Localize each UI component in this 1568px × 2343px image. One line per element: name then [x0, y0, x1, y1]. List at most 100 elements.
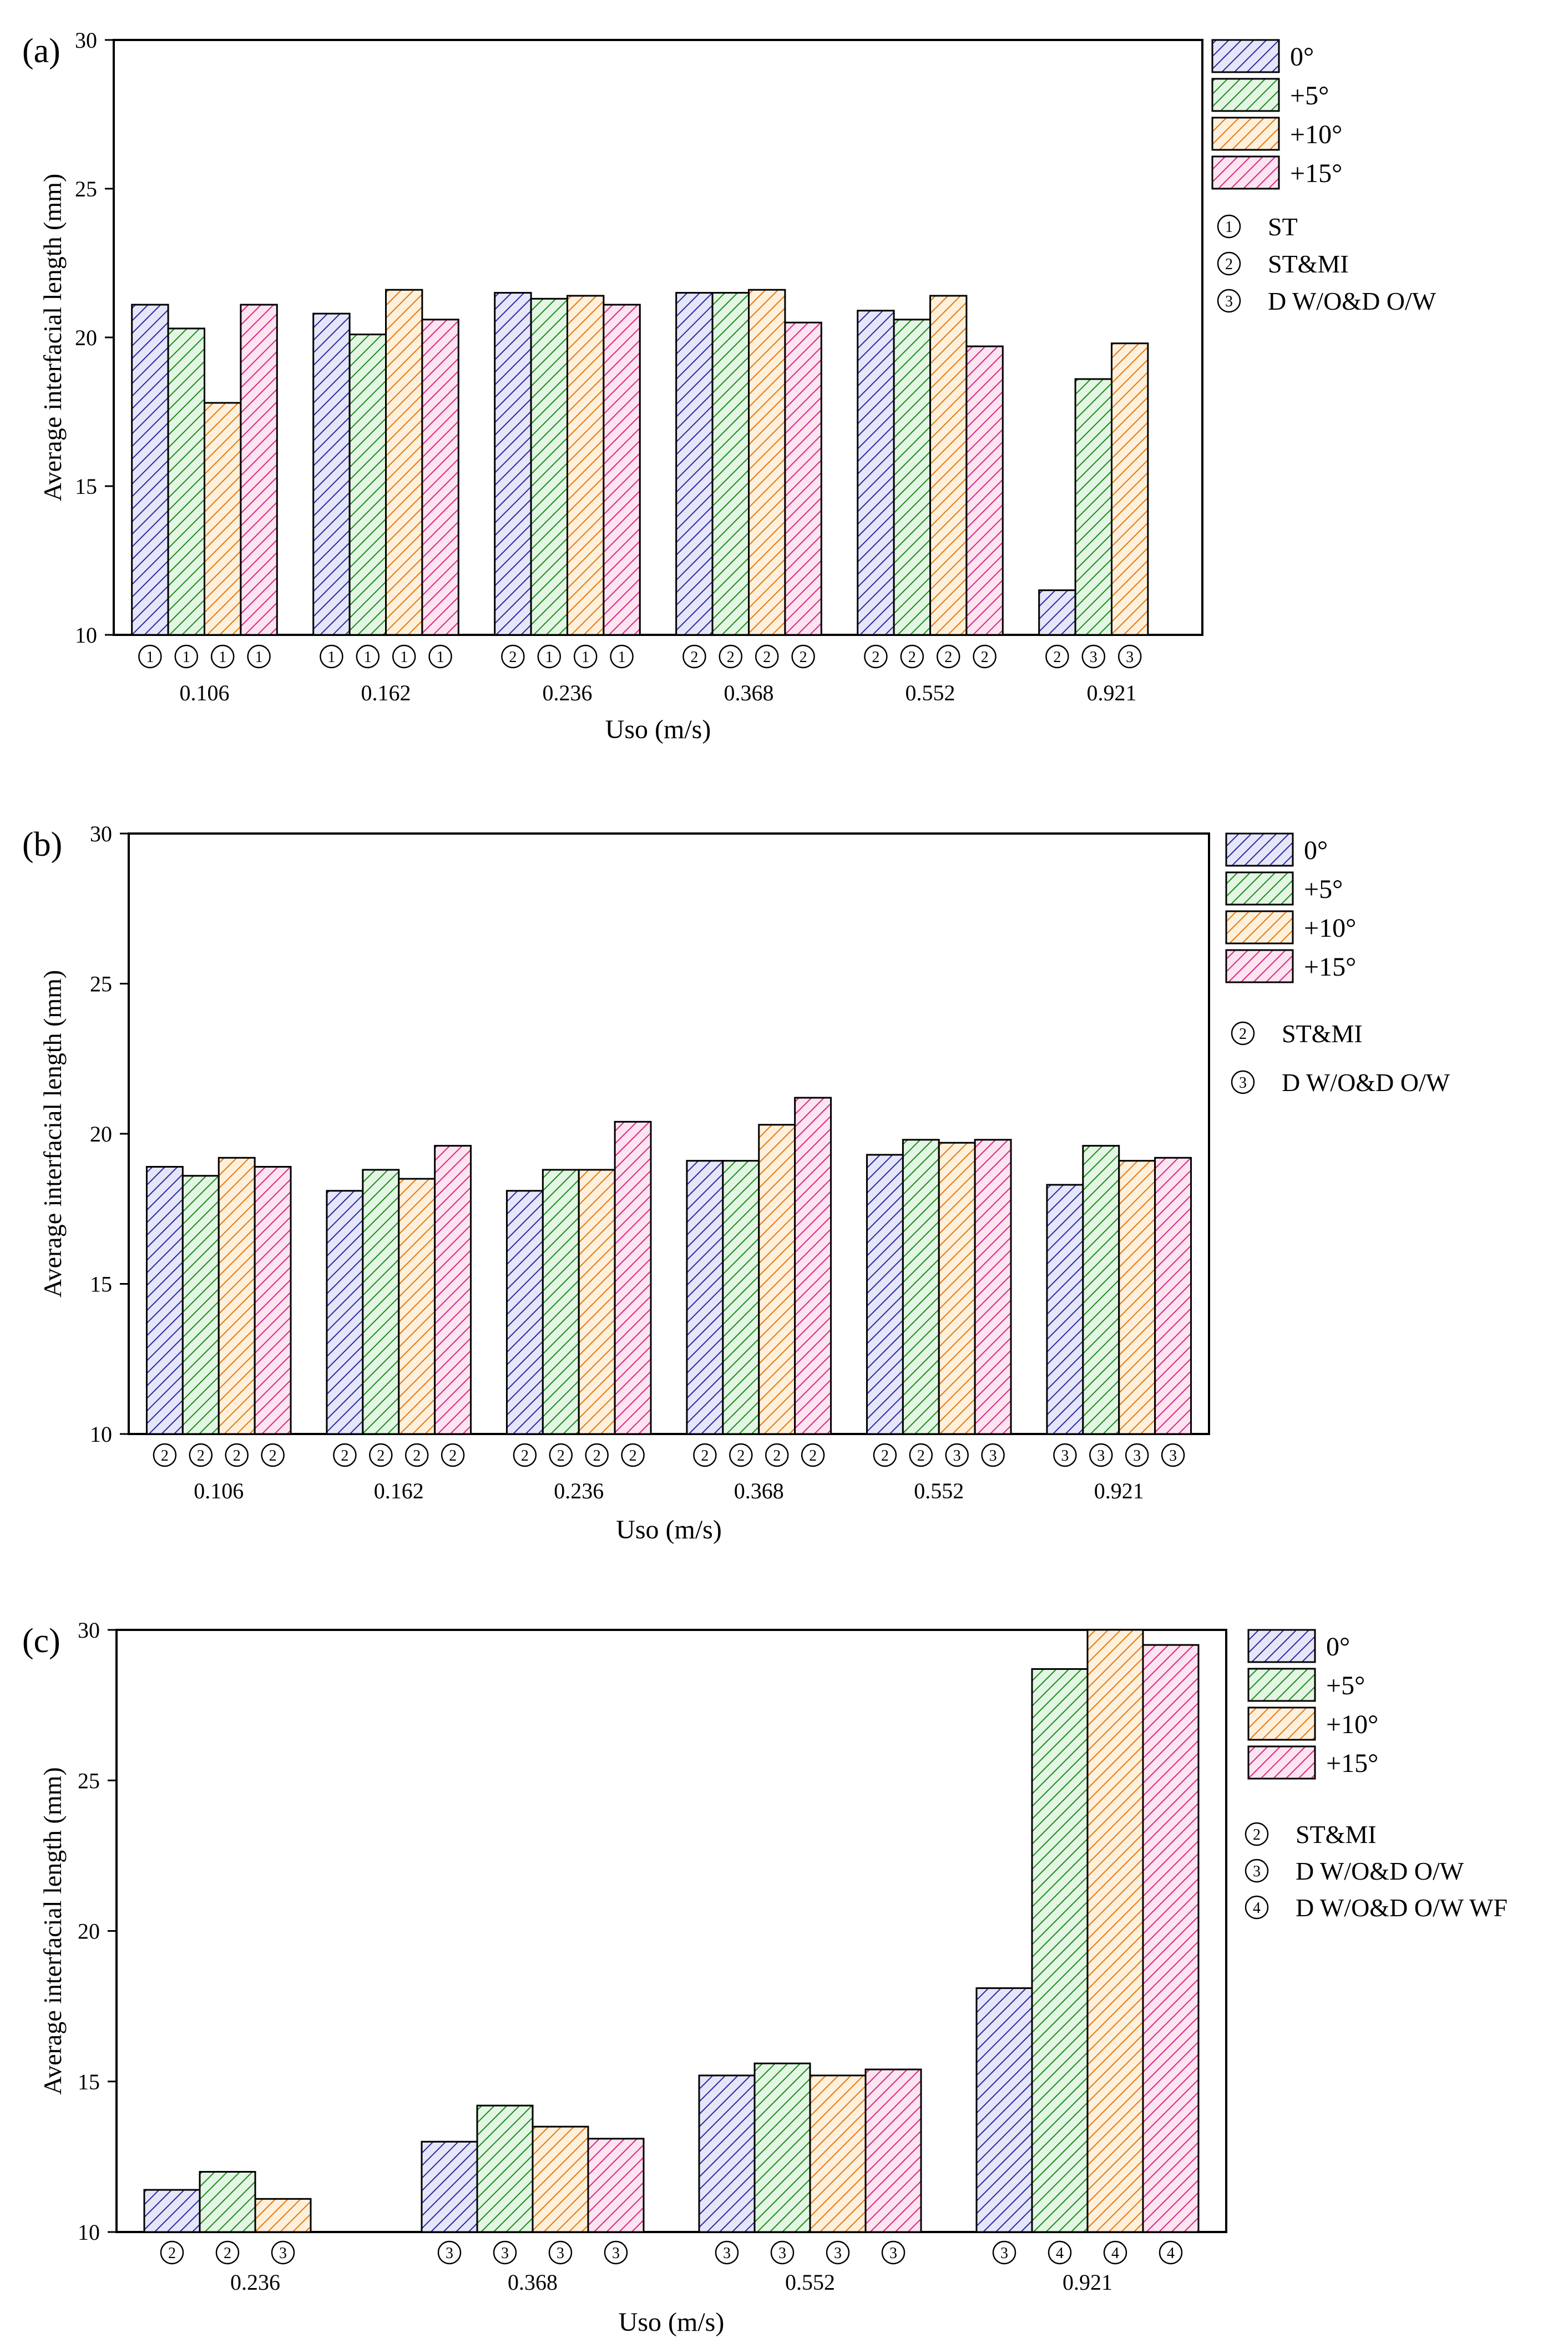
bar-3: [1142, 1644, 1200, 2233]
flow-pattern-digit: 1: [219, 649, 226, 666]
flow-pattern-digit: 1: [581, 649, 589, 666]
pattern-key-label: D W/O&D O/W: [1296, 1857, 1464, 1885]
flow-pattern-digit: 2: [690, 649, 698, 666]
bar-1: [1074, 378, 1112, 636]
flow-pattern-digit: 3: [1253, 1863, 1261, 1880]
flow-pattern-digit: 2: [908, 649, 916, 666]
flow-pattern-digit: 2: [377, 1447, 385, 1465]
flow-pattern-symbol: 3: [881, 2240, 906, 2265]
flow-pattern-circle: [729, 1443, 753, 1467]
flow-pattern-circle: [356, 644, 380, 669]
flow-pattern-symbol: 2: [513, 1443, 537, 1467]
bar-3: [254, 1166, 292, 1435]
flow-pattern-circle: [604, 2240, 628, 2265]
pattern-key-label: ST: [1268, 213, 1298, 241]
bar-0: [505, 1190, 544, 1435]
y-tick-label: 20: [75, 325, 97, 350]
bar-1: [753, 2062, 811, 2233]
bar-3: [794, 1097, 832, 1435]
flow-pattern-symbol: 2: [1045, 644, 1069, 669]
legend-label: 0°: [1326, 1632, 1350, 1662]
x-axis-label: Uso (m/s): [619, 2307, 725, 2337]
bar-2: [254, 2198, 312, 2233]
bar-0: [686, 1160, 724, 1435]
x-axis-label: Uso (m/s): [605, 715, 711, 744]
pattern-key-symbol: 3: [1231, 1070, 1255, 1094]
bar-1: [362, 1169, 400, 1435]
flow-pattern-symbol: 3: [715, 2240, 739, 2265]
flow-pattern-circle: [1048, 2240, 1072, 2265]
flow-pattern-circle: [333, 1443, 357, 1467]
y-tick-label: 20: [90, 1122, 112, 1147]
pattern-key-symbol: 1: [1217, 214, 1241, 239]
flow-pattern-digit: 2: [521, 1447, 529, 1465]
flow-pattern-circle: [900, 644, 924, 669]
x-tick-label: 0.236: [543, 680, 593, 705]
flow-pattern-symbol: 2: [765, 1443, 789, 1467]
bar-0: [866, 1154, 904, 1435]
flow-pattern-circle: [537, 644, 562, 669]
flow-pattern-circle: [1161, 1443, 1185, 1467]
legend-swatch-0: [1225, 832, 1294, 867]
legend-label: +10°: [1326, 1710, 1378, 1739]
bar-2: [578, 1169, 616, 1435]
flow-pattern-circle: [873, 1443, 897, 1467]
flow-pattern-digit: 3: [989, 1447, 997, 1465]
flow-pattern-circle: [392, 644, 416, 669]
bar-2: [204, 402, 242, 636]
bar-2: [398, 1178, 436, 1435]
legend-label: 0°: [1304, 836, 1328, 865]
flow-pattern-circle: [174, 644, 199, 669]
flow-pattern-digit: 2: [809, 1447, 817, 1465]
flow-pattern-digit: 3: [612, 2245, 620, 2262]
flow-pattern-digit: 2: [168, 2245, 176, 2262]
flow-pattern-digit: 2: [557, 1447, 565, 1465]
flow-pattern-symbol: 1: [210, 644, 235, 669]
flow-pattern-symbol: 3: [981, 1443, 1005, 1467]
flow-pattern-symbol: 2: [369, 1443, 393, 1467]
pattern-key-symbol: 3: [1217, 289, 1241, 313]
legend-label: +15°: [1304, 952, 1356, 982]
flow-pattern-circle: [1053, 1443, 1077, 1467]
pattern-key-symbol: 2: [1217, 251, 1241, 276]
bar-3: [864, 2068, 922, 2233]
flow-pattern-digit: 3: [834, 2245, 842, 2262]
chart-panel-1: (b) 10 15 20 25 30 Average interfacial length …: [22, 821, 1450, 1544]
bar-2: [532, 2125, 589, 2233]
flow-pattern-symbol: 3: [437, 2240, 462, 2265]
bar-0: [312, 312, 351, 636]
flow-pattern-digit: 2: [341, 1447, 348, 1465]
y-tick-label: 30: [78, 1618, 100, 1643]
flow-pattern-digit: 2: [509, 649, 517, 666]
bar-1: [711, 292, 750, 636]
flow-pattern-digit: 4: [1111, 2245, 1119, 2262]
flow-pattern-symbol: 3: [826, 2240, 850, 2265]
x-tick-label: 0.552: [906, 680, 955, 705]
flow-pattern-circle: [1103, 2240, 1127, 2265]
chart-panel-2: (c) 10 15 20 25 30 Average interfacial length …: [22, 1618, 1508, 2337]
flow-pattern-digit: 2: [233, 1447, 241, 1465]
x-tick-label: 0.236: [554, 1478, 604, 1503]
flow-pattern-digit: 2: [269, 1447, 277, 1465]
flow-pattern-circle: [404, 1443, 429, 1467]
flow-pattern-digit: 2: [224, 2245, 231, 2262]
flow-pattern-circle: [1081, 644, 1106, 669]
flow-pattern-circle: [801, 1443, 825, 1467]
flow-pattern-symbol: 2: [973, 644, 997, 669]
flow-pattern-symbol: 2: [729, 1443, 753, 1467]
legend-label: +5°: [1304, 875, 1343, 904]
flow-pattern-circle: [1125, 1443, 1149, 1467]
flow-pattern-circle: [881, 2240, 906, 2265]
flow-pattern-circle: [225, 1443, 249, 1467]
flow-pattern-digit: 2: [727, 649, 735, 666]
bar-2: [758, 1124, 796, 1435]
flow-pattern-digit: 3: [778, 2245, 786, 2262]
x-tick-label: 0.921: [1063, 2270, 1112, 2295]
flow-pattern-circle: [1245, 1822, 1269, 1846]
flow-pattern-circle: [1217, 214, 1241, 239]
flow-pattern-digit: 3: [501, 2245, 509, 2262]
pattern-key-symbol: 3: [1245, 1859, 1269, 1883]
y-tick-label: 15: [90, 1272, 112, 1297]
bar-0: [698, 2074, 756, 2233]
flow-pattern-symbol: 3: [1089, 1443, 1113, 1467]
